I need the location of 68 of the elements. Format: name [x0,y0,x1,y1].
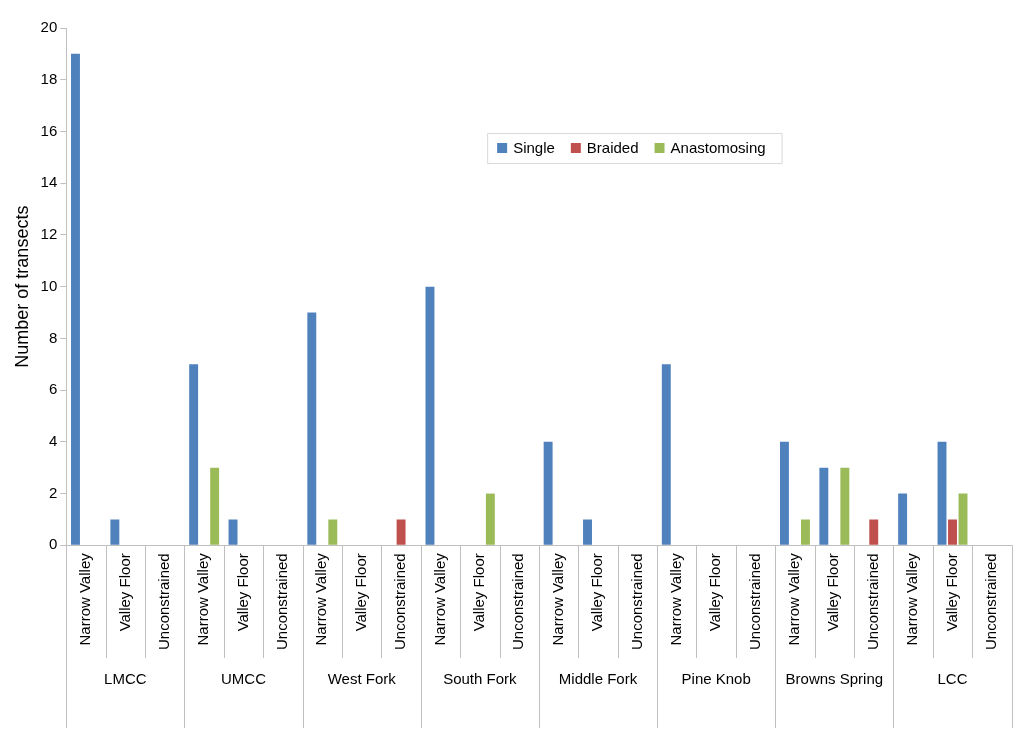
bar [801,519,810,545]
x-tick-label: Narrow Valley [430,552,448,646]
bar [210,467,220,545]
bar [307,312,317,545]
bar [898,493,908,545]
x-tick-label: Valley Floor [942,553,960,632]
text: South Fork [443,670,518,688]
x-tick-label: Valley Floor [233,553,251,632]
x-tick-label: Narrow Valley [76,552,94,646]
y-axis-title: Number of transects [11,205,32,368]
text: Pine Knob [681,670,751,688]
text: Browns Spring [785,670,884,688]
legend-label: Braided [586,139,639,157]
x-tick-label: Valley Floor [588,553,606,632]
bar [937,441,947,545]
text: LCC [937,670,968,688]
x-tick-label: Unconstrained [154,553,172,651]
bar [425,286,435,545]
x-tick-label: Narrow Valley [548,552,566,646]
bar [189,364,199,545]
x-tick-label: Unconstrained [745,553,763,651]
x-tick-label: Unconstrained [273,553,291,651]
x-tick-label: Valley Floor [351,553,369,632]
y-tick-label: 16 [40,121,58,139]
y-tick-label: 4 [48,431,58,449]
bar [328,519,338,545]
x-tick-label: Valley Floor [470,553,487,632]
x-tick-label: Unconstrained [509,553,527,651]
bar [948,519,957,545]
y-tick-label: 2 [48,483,58,501]
y-tick-label: 0 [48,535,58,553]
bar [819,467,829,545]
x-tick-label: Narrow Valley [903,552,921,646]
bar [661,364,671,545]
y-tick-label: 14 [40,173,58,191]
x-tick-label: Narrow Valley [312,552,330,646]
text: UMCC [221,670,267,688]
bar [869,519,879,545]
x-tick-label: Unconstrained [391,553,409,651]
x-tick-label: Valley Floor [115,553,133,632]
text: West Fork [327,670,397,688]
bar [840,467,850,545]
bar [110,519,120,545]
x-tick-label: Valley Floor [706,553,724,632]
bar [485,493,495,545]
bar [779,441,789,545]
legend-label: Anastomosing [670,139,766,157]
bar [543,441,553,545]
bar [396,519,406,545]
bar [71,53,80,545]
bar [583,519,592,545]
y-tick-label: 10 [40,276,58,294]
x-tick-label: Narrow Valley [666,552,684,646]
text: LMCC [104,670,147,688]
bar [228,519,238,545]
x-tick-label: Unconstrained [627,553,645,651]
x-tick-label: Valley Floor [824,553,842,632]
x-tick-label: Narrow Valley [194,552,212,646]
y-tick-label: 20 [40,18,58,36]
y-tick-label: 12 [40,225,58,243]
y-tick-label: 18 [40,69,58,87]
legend-label: Single [513,139,555,157]
y-tick-label: 8 [48,328,58,346]
text: Middle Fork [558,670,638,688]
x-tick-label: Narrow Valley [785,552,803,646]
y-tick-label: 6 [48,380,58,398]
x-tick-label: Unconstrained [863,553,881,651]
x-tick-label: Unconstrained [982,553,1000,651]
